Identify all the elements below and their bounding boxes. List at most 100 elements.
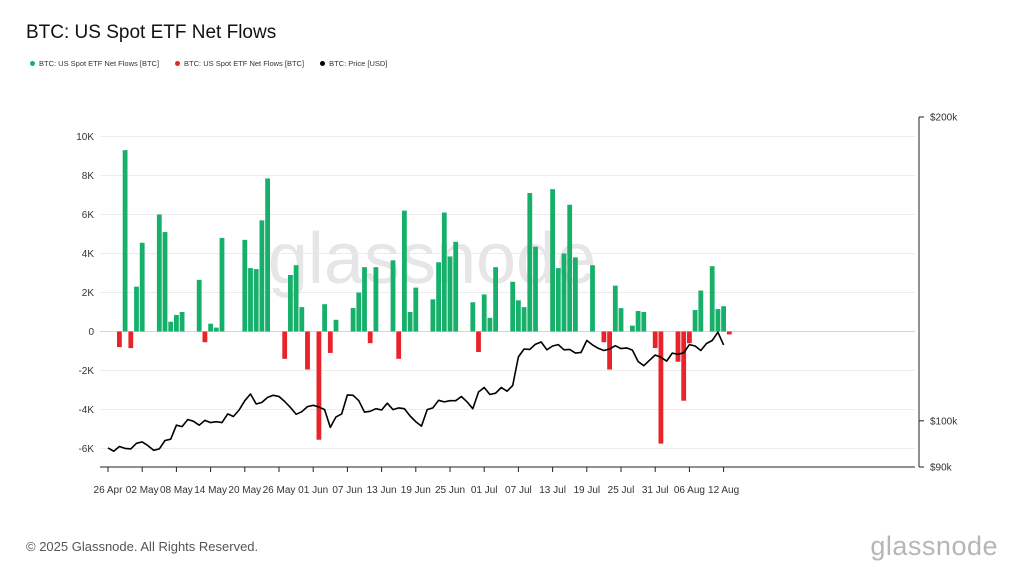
outflow-bar bbox=[316, 331, 322, 440]
outflow-bar bbox=[202, 331, 208, 343]
copyright-text: © 2025 Glassnode. All Rights Reserved. bbox=[26, 539, 259, 554]
legend-red-dot-icon bbox=[175, 61, 181, 66]
outflow-bar bbox=[128, 331, 134, 349]
y-right-tick-label: $100k bbox=[930, 416, 958, 427]
inflow-bar bbox=[293, 265, 299, 332]
inflow-bar bbox=[407, 312, 413, 332]
inflow-bar bbox=[516, 300, 521, 332]
inflow-bar bbox=[168, 321, 174, 332]
inflow-bar bbox=[174, 314, 179, 332]
legend-green-dot-icon bbox=[30, 61, 35, 66]
y-left-tick-label: 8K bbox=[82, 171, 95, 182]
inflow-bar bbox=[413, 287, 419, 332]
inflow-bar bbox=[356, 292, 362, 332]
inflow-bar bbox=[709, 266, 715, 332]
outflow-bar bbox=[327, 331, 333, 353]
inflow-bar bbox=[527, 193, 533, 332]
x-tick-label: 13 Jun bbox=[367, 485, 397, 496]
inflow-bar bbox=[288, 274, 293, 332]
inflow-bar bbox=[715, 309, 721, 332]
inflow-bar bbox=[242, 239, 248, 332]
x-tick-label: 01 Jul bbox=[471, 485, 498, 496]
outflow-bar bbox=[652, 331, 658, 349]
inflow-bar bbox=[208, 323, 213, 332]
inflow-bar bbox=[162, 232, 168, 332]
inflow-bar bbox=[299, 307, 305, 332]
outflow-bar bbox=[367, 331, 373, 344]
price-line-group bbox=[107, 331, 725, 453]
inflow-bar bbox=[698, 290, 704, 332]
x-tick-label: 06 Aug bbox=[674, 485, 705, 496]
legend-label: BTC: US Spot ETF Net Flows [BTC] bbox=[39, 59, 160, 68]
watermark: glassnode bbox=[268, 219, 596, 299]
inflow-bar bbox=[470, 302, 476, 332]
inflow-bar bbox=[350, 308, 356, 332]
x-tick-label: 08 May bbox=[160, 485, 193, 496]
inflow-bar bbox=[259, 220, 265, 332]
y-left-tick-label: 4K bbox=[82, 249, 95, 260]
y-left-tick-label: -2K bbox=[78, 366, 94, 377]
inflow-bar bbox=[322, 304, 327, 332]
legend-item-inflows[interactable]: BTC: US Spot ETF Net Flows [BTC] bbox=[30, 59, 159, 68]
right-axis: $200k $100k $90k bbox=[918, 113, 958, 474]
x-axis: 26 Apr 02 May 08 May 14 May 20 May 26 May 01 J… bbox=[94, 466, 915, 496]
legend-item-price[interactable]: BTC: Price [USD] bbox=[320, 59, 387, 68]
legend-label: BTC: US Spot ETF Net Flows [BTC] bbox=[184, 59, 305, 68]
inflow-bar bbox=[333, 319, 339, 332]
inflow-bar bbox=[590, 265, 595, 332]
inflow-bar bbox=[139, 242, 145, 332]
inflow-bar bbox=[390, 260, 396, 332]
inflow-bar bbox=[692, 310, 698, 332]
inflow-bar bbox=[436, 262, 441, 332]
inflow-bar bbox=[213, 327, 219, 332]
outflow-bar bbox=[675, 331, 681, 362]
x-tick-label: 26 Apr bbox=[94, 485, 124, 496]
inflow-bar bbox=[265, 178, 270, 332]
legend-black-dot-icon bbox=[320, 61, 326, 66]
inflow-bar bbox=[156, 214, 162, 332]
y-left-tick-label: 6K bbox=[82, 210, 95, 221]
inflow-bar bbox=[630, 325, 635, 332]
left-axis: 10K 8K 6K 4K 2K 0 -2K -4K -6K bbox=[76, 132, 94, 455]
x-tick-label: 20 May bbox=[228, 485, 261, 496]
inflow-bar bbox=[550, 189, 555, 332]
outflow-bar bbox=[726, 331, 732, 335]
x-tick-label: 12 Aug bbox=[708, 485, 739, 496]
inflow-bar bbox=[453, 241, 459, 332]
inflow-bar bbox=[533, 246, 538, 332]
inflow-bar bbox=[510, 281, 516, 332]
inflow-bar bbox=[635, 311, 641, 332]
x-tick-label: 14 May bbox=[194, 485, 227, 496]
outflow-bar bbox=[681, 331, 687, 401]
y-left-tick-label: -4K bbox=[78, 405, 94, 416]
inflow-bar bbox=[612, 285, 618, 332]
y-left-tick-label: 0 bbox=[88, 327, 94, 338]
y-left-tick-label: -6K bbox=[78, 444, 94, 455]
inflow-bar bbox=[555, 268, 561, 332]
legend-label: BTC: Price [USD] bbox=[329, 59, 388, 68]
inflow-bar bbox=[122, 150, 128, 332]
inflow-bar bbox=[573, 257, 578, 332]
outflow-bar bbox=[687, 331, 692, 344]
outflow-bar bbox=[601, 331, 607, 343]
inflow-bar bbox=[561, 253, 567, 332]
inflow-bar bbox=[487, 317, 493, 332]
inflow-bar bbox=[248, 268, 253, 332]
outflow-bar bbox=[282, 331, 288, 359]
inflow-bar bbox=[402, 210, 407, 332]
brand-logo: glassnode bbox=[870, 531, 998, 561]
legend-item-outflows[interactable]: BTC: US Spot ETF Net Flows [BTC] bbox=[175, 59, 304, 68]
x-tick-label: 01 Jun bbox=[298, 485, 328, 496]
y-left-tick-label: 2K bbox=[82, 288, 95, 299]
inflow-bar bbox=[373, 267, 379, 332]
inflow-bar bbox=[447, 256, 453, 332]
x-tick-label: 25 Jun bbox=[435, 485, 465, 496]
inflow-bar bbox=[253, 269, 259, 332]
x-tick-label: 31 Jul bbox=[642, 485, 669, 496]
legend: BTC: US Spot ETF Net Flows [BTC] BTC: US… bbox=[30, 59, 387, 68]
gridlines bbox=[100, 136, 915, 449]
inflow-bar bbox=[430, 299, 436, 332]
inflow-bar bbox=[134, 286, 139, 332]
chart-title: BTC: US Spot ETF Net Flows bbox=[26, 22, 277, 43]
